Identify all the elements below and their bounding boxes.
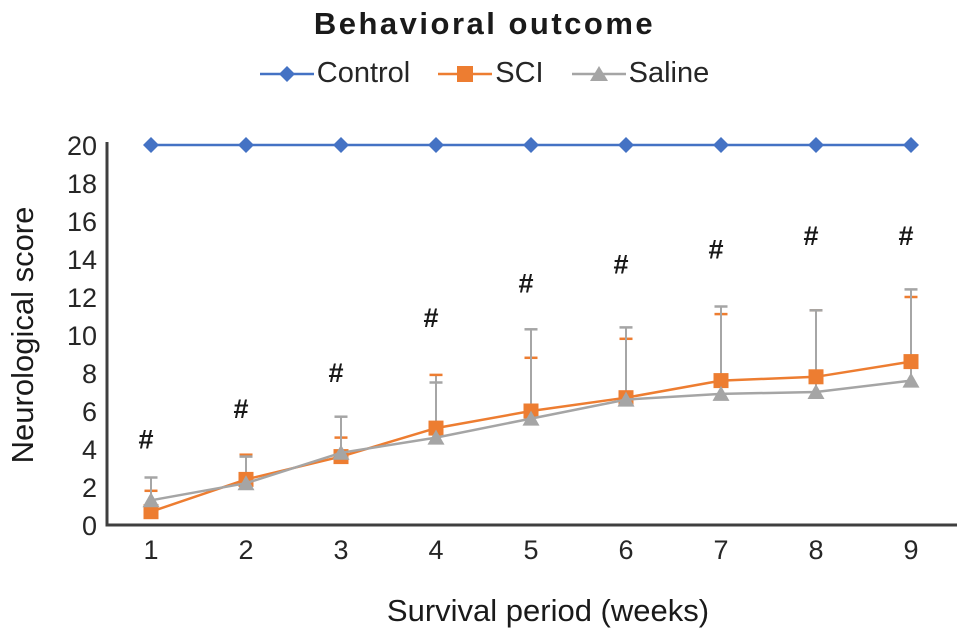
legend-item-saline: Saline bbox=[571, 57, 710, 90]
legend-label-control: Control bbox=[316, 57, 411, 89]
legend-label-saline: Saline bbox=[628, 57, 710, 89]
triangle-icon bbox=[589, 65, 608, 81]
y-tick-label: 8 bbox=[82, 359, 97, 389]
x-tick-label: 7 bbox=[713, 535, 728, 565]
diamond-icon bbox=[278, 65, 295, 82]
marker-diamond bbox=[143, 137, 159, 153]
x-tick-label: 5 bbox=[523, 535, 538, 565]
marker-triangle bbox=[142, 492, 160, 508]
significance-hash: # bbox=[613, 250, 628, 280]
significance-hash: # bbox=[328, 358, 343, 388]
y-tick-label: 20 bbox=[67, 131, 97, 161]
marker-diamond bbox=[333, 137, 349, 153]
x-tick-label: 1 bbox=[143, 535, 158, 565]
marker-diamond bbox=[238, 137, 254, 153]
legend-marker-control bbox=[259, 65, 314, 82]
y-tick-label: 2 bbox=[82, 473, 97, 503]
significance-hash: # bbox=[708, 235, 723, 265]
marker-square bbox=[428, 420, 444, 436]
legend: Control SCI Saline bbox=[0, 57, 969, 90]
legend-label-sci: SCI bbox=[495, 57, 544, 89]
significance-hash: # bbox=[138, 425, 153, 455]
y-tick-label: 0 bbox=[82, 511, 97, 541]
y-axis-title: Neurological score bbox=[5, 207, 40, 464]
x-tick-label: 8 bbox=[808, 535, 823, 565]
marker-diamond bbox=[903, 137, 919, 153]
x-tick-label: 2 bbox=[238, 535, 253, 565]
marker-triangle bbox=[237, 475, 255, 491]
significance-hash: # bbox=[803, 221, 818, 251]
marker-diamond bbox=[808, 137, 824, 153]
marker-triangle bbox=[427, 429, 445, 445]
legend-marker-sci bbox=[438, 65, 493, 82]
y-tick-label: 10 bbox=[67, 321, 97, 351]
legend-item-sci: SCI bbox=[438, 57, 544, 90]
marker-triangle bbox=[332, 444, 350, 460]
chart-title: Behavioral outcome bbox=[313, 6, 656, 41]
significance-hash: # bbox=[423, 303, 438, 333]
x-tick-label: 4 bbox=[428, 535, 443, 565]
significance-hash: # bbox=[898, 221, 913, 251]
significance-hash: # bbox=[518, 269, 533, 299]
marker-square bbox=[143, 504, 159, 520]
y-tick-label: 16 bbox=[67, 207, 97, 237]
marker-triangle bbox=[902, 372, 920, 388]
x-tick-label: 3 bbox=[333, 535, 348, 565]
marker-square bbox=[808, 369, 824, 385]
y-tick-label: 18 bbox=[67, 169, 97, 199]
x-axis-title: Survival period (weeks) bbox=[387, 593, 709, 628]
marker-diamond bbox=[428, 137, 444, 153]
square-icon bbox=[457, 65, 474, 82]
marker-diamond bbox=[523, 137, 539, 153]
significance-hash: # bbox=[233, 394, 248, 424]
marker-square bbox=[903, 354, 919, 370]
y-tick-label: 4 bbox=[82, 435, 97, 465]
marker-triangle bbox=[522, 410, 540, 426]
y-tick-label: 12 bbox=[67, 283, 97, 313]
marker-triangle bbox=[617, 391, 635, 407]
x-tick-label: 6 bbox=[618, 535, 633, 565]
marker-square bbox=[713, 373, 729, 389]
marker-diamond bbox=[713, 137, 729, 153]
marker-triangle bbox=[807, 384, 825, 399]
y-tick-label: 14 bbox=[67, 245, 97, 275]
y-tick-label: 6 bbox=[82, 397, 97, 427]
legend-marker-saline bbox=[571, 65, 626, 81]
x-tick-label: 9 bbox=[903, 535, 918, 565]
marker-diamond bbox=[618, 137, 634, 153]
legend-item-control: Control bbox=[259, 57, 411, 90]
marker-triangle bbox=[712, 385, 730, 401]
